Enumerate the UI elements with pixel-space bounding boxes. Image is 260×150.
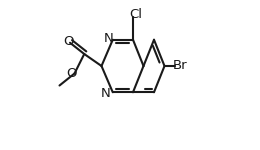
Text: Cl: Cl [129, 9, 142, 21]
Text: N: N [101, 87, 110, 100]
Text: O: O [66, 67, 77, 80]
Text: Br: Br [173, 60, 187, 72]
Text: N: N [103, 32, 113, 45]
Text: O: O [63, 35, 74, 48]
